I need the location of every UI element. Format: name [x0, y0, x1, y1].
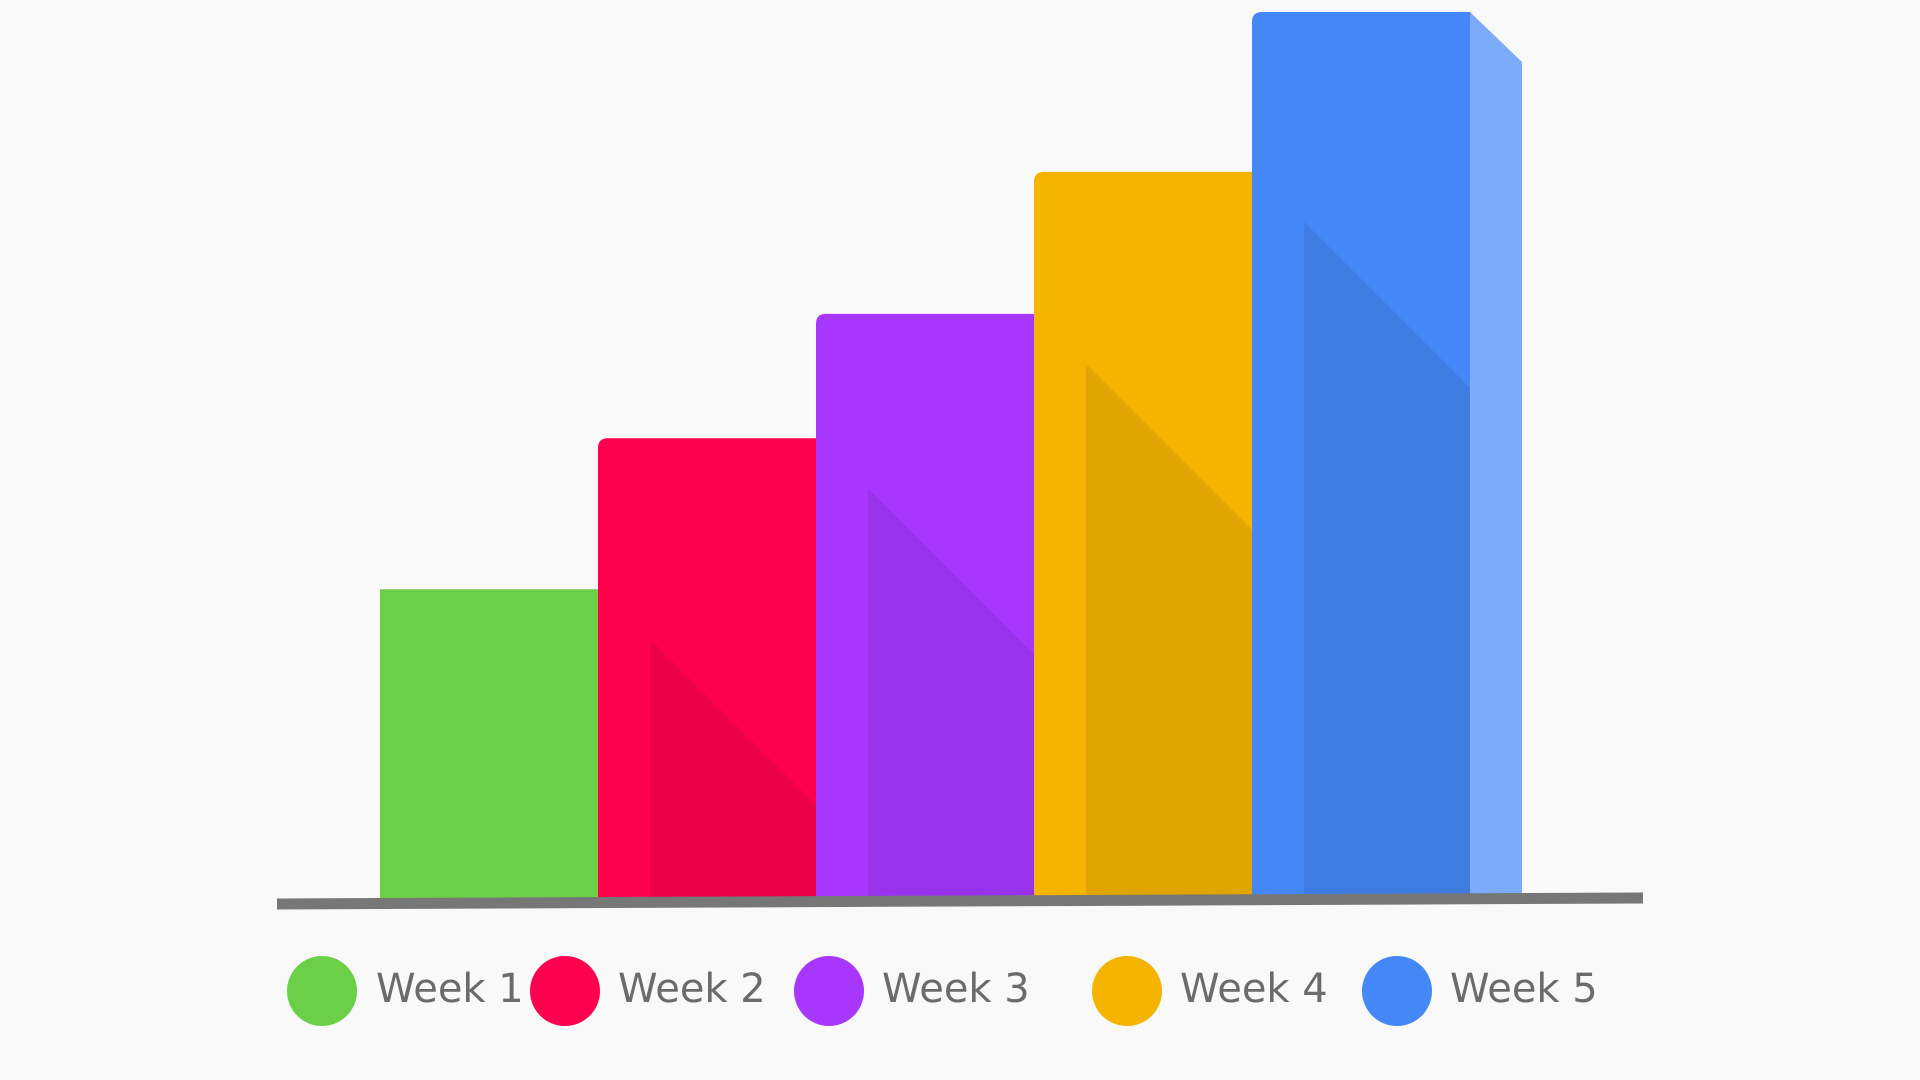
legend-label: Week 4: [1180, 966, 1328, 1012]
legend-swatch: [287, 956, 357, 1026]
bar: [816, 313, 1034, 900]
legend-label: Week 5: [1450, 966, 1598, 1012]
bar-shadow: [1304, 221, 1470, 901]
bar: [1034, 171, 1252, 901]
bar: [1252, 12, 1470, 900]
bar-shadow: [868, 488, 1034, 900]
legend-swatch: [1092, 956, 1162, 1026]
bar-shadow: [1086, 363, 1252, 900]
bar: [598, 438, 816, 900]
legend-label: Week 3: [882, 966, 1030, 1012]
bar-shadow: [650, 639, 816, 900]
legend-swatch: [794, 956, 864, 1026]
legend-label: Week 1: [376, 966, 524, 1012]
legend-swatch: [1362, 956, 1432, 1026]
baseline: [276, 892, 1644, 910]
bar-side: [1470, 12, 1522, 900]
bar: [380, 589, 598, 900]
legend-label: Week 2: [618, 966, 766, 1012]
legend-swatch: [530, 956, 600, 1026]
